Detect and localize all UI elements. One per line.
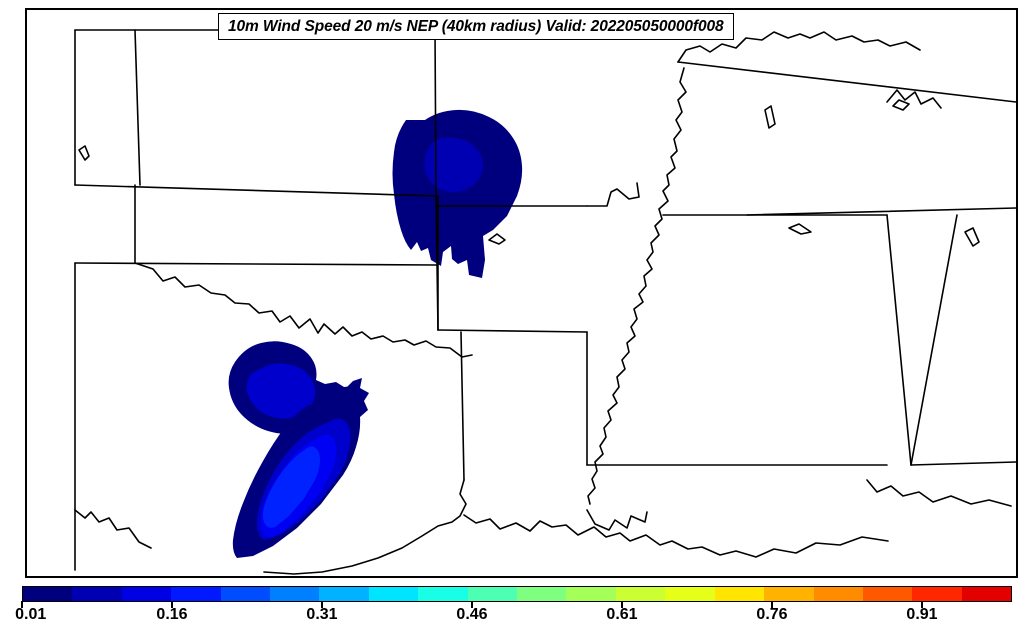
- border-kentucky-north: [677, 31, 921, 63]
- border-mississippi-alabama: [886, 214, 912, 466]
- colorbar-tick-6: [920, 601, 924, 608]
- border-kansas-missouri: [434, 29, 437, 197]
- border-mississippi-river: [587, 67, 687, 505]
- colorbar-band-11: [566, 587, 616, 601]
- colorbar-band-13: [665, 587, 715, 601]
- border-texas-oklahoma-red-river: [134, 262, 473, 358]
- border-kansas-south: [74, 184, 437, 197]
- coastline-texas-louisiana: [463, 514, 889, 558]
- colorbar-label-6: 0.91: [906, 606, 938, 623]
- feature-rio-grande-bend: [74, 509, 152, 549]
- colorbar-band-5: [270, 587, 320, 601]
- feature-lake-meredith: [78, 145, 90, 161]
- border-tennessee-alabama-line: [746, 207, 1016, 216]
- feature-lake-alabama: [788, 223, 812, 235]
- colorbar: [22, 586, 1012, 602]
- border-colorado-newmexico-line: [134, 29, 141, 186]
- contour-level-0.01: [392, 109, 523, 278]
- colorbar-band-15: [764, 587, 814, 601]
- colorbar-label-1: 0.16: [156, 606, 188, 623]
- colorbar-band-16: [813, 587, 863, 601]
- colorbar-band-19: [961, 587, 1012, 601]
- map-graphic: [74, 29, 1016, 575]
- colorbar-ticks: [20, 601, 1012, 608]
- feature-lake-mississippi: [892, 99, 910, 111]
- colorbar-band-9: [467, 587, 518, 601]
- colorbar-label-2: 0.31: [306, 606, 338, 623]
- colorbar-tick-0: [20, 601, 24, 608]
- colorbar-band-18: [912, 587, 962, 601]
- colorbar-band-7: [368, 587, 419, 601]
- coastline-florida-panhandle: [866, 479, 1012, 507]
- colorbar-tick-3: [470, 601, 474, 608]
- colorbar-band-3: [171, 587, 221, 601]
- border-georgia-florida: [910, 461, 1016, 466]
- contour-north-oklahoma: [392, 109, 523, 278]
- border-missouri-bootheel: [586, 182, 640, 207]
- border-alabama-georgia: [910, 214, 958, 466]
- colorbar-band-6: [319, 587, 369, 601]
- border-ohio-river-bend: [886, 89, 942, 109]
- plot-title-box: 10m Wind Speed 20 m/s NEP (40km radius) …: [218, 13, 734, 40]
- border-texas-louisiana-vertical: [460, 331, 465, 481]
- colorbar-band-1: [72, 587, 122, 601]
- colorbar-tick-labels: 0.01 0.16 0.31 0.46 0.61 0.76 0.91: [0, 606, 1033, 630]
- coastline-louisiana-delta: [586, 509, 648, 531]
- colorbar-tick-2: [320, 601, 324, 608]
- colorbar-band-12: [615, 587, 666, 601]
- contour-level-0.16: [262, 446, 320, 528]
- state-boundary-layer: [74, 29, 1016, 575]
- feature-lake-texoma: [488, 233, 506, 245]
- feature-lake-georgia: [964, 227, 980, 247]
- plot-title-text: 10m Wind Speed 20 m/s NEP (40km radius) …: [228, 17, 724, 35]
- contour-fill-layer: [228, 109, 523, 558]
- colorbar-tick-4: [620, 601, 624, 608]
- colorbar-band-4: [220, 587, 271, 601]
- colorbar-band-8: [418, 587, 468, 601]
- colorbar-band-2: [121, 587, 172, 601]
- border-arkansas-louisiana: [437, 329, 588, 333]
- colorbar-label-4: 0.61: [606, 606, 638, 623]
- feature-lake-tennessee: [764, 105, 776, 129]
- colorbar-band-14: [714, 587, 765, 601]
- colorbar-band-17: [862, 587, 913, 601]
- map-panel: [25, 8, 1018, 578]
- coastline-gulf-of-mexico: [263, 479, 467, 575]
- border-tennessee-north: [677, 61, 1016, 103]
- contour-level-0.06: [246, 363, 316, 419]
- colorbar-band-10: [517, 587, 567, 601]
- contour-west-texas-south: [232, 378, 369, 558]
- colorbar-band-0: [23, 587, 73, 601]
- contour-level-0.06: [424, 137, 483, 192]
- colorbar-label-5: 0.76: [756, 606, 788, 623]
- colorbar-label-3: 0.46: [456, 606, 488, 623]
- colorbar-tick-5: [770, 601, 774, 608]
- colorbar-label-0: 0.01: [15, 606, 47, 623]
- border-oklahoma-panhandle-north: [74, 262, 437, 266]
- colorbar-tick-1: [170, 601, 174, 608]
